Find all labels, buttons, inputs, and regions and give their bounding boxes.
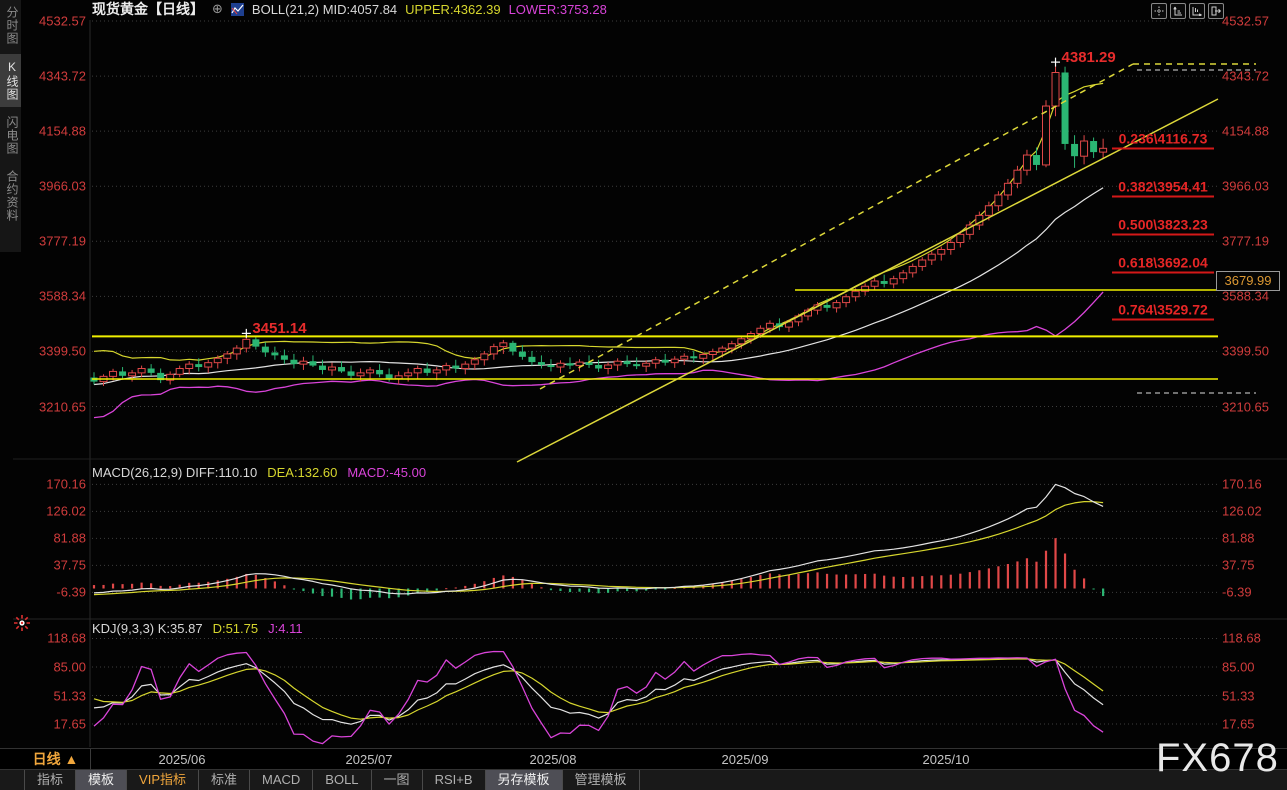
price-axis-label: 3777.19: [1222, 233, 1269, 249]
x-axis-scale-icon[interactable]: [1189, 3, 1205, 19]
month-label: 2025/10: [922, 752, 970, 767]
boll-indicator-icon[interactable]: [230, 2, 244, 16]
month-label: 2025/08: [529, 752, 577, 767]
toolbar-item[interactable]: 标准: [199, 770, 251, 790]
candlestick-layer: [90, 65, 1108, 419]
kdj-axis-label: 118.68: [1222, 630, 1261, 646]
toolbar-item[interactable]: BOLL: [313, 770, 372, 790]
month-label: 2025/09: [721, 752, 769, 767]
sidebar-tab-lightning[interactable]: 闪电图: [5, 116, 19, 155]
fib-level-label: 0.764\3529.72: [1112, 302, 1214, 321]
chart-toolbar-icons: [1151, 3, 1224, 19]
price-axis-label: 3399.50: [1222, 343, 1269, 359]
drawing-overlay-layer: [92, 57, 1256, 463]
macd-axis-label: 170.16: [1222, 476, 1262, 492]
toolbar-item[interactable]: 另存模板: [485, 770, 563, 790]
price-marker-box: 3679.99: [1216, 271, 1280, 291]
kdj-j-value: J:4.11: [268, 621, 303, 636]
date-axis: 日线 ▲ 2025/06 2025/07 2025/08 2025/09 2025/10: [0, 748, 1287, 770]
macd-axis-label: 81.88: [1222, 530, 1255, 546]
boll-upper-value: UPPER:4362.39: [405, 1, 501, 17]
watermark: FX678: [1156, 736, 1279, 780]
fib-level-label: 0.618\3692.04: [1112, 255, 1214, 274]
fib-level-label: 0.382\3954.41: [1112, 178, 1214, 198]
price-axis-label: 4343.72: [1222, 68, 1269, 84]
price-axis-label: 4154.88: [1222, 123, 1269, 139]
y-axis-scale-icon[interactable]: [1170, 3, 1186, 19]
add-compare-icon[interactable]: ⊕: [212, 1, 223, 16]
boll-lower-value: LOWER:3753.28: [508, 1, 607, 17]
price-axis-label: 4532.57: [1222, 13, 1269, 29]
month-label: 2025/06: [158, 752, 206, 767]
sidebar: 分时图 K线图 闪电图 合约资料: [0, 0, 21, 252]
macd-axis-label: 126.02: [1222, 503, 1262, 519]
kdj-axis-label: 17.65: [53, 716, 86, 732]
alert-starburst-icon[interactable]: [13, 614, 31, 637]
price-axis-label: 4343.72: [39, 68, 86, 84]
price-axis-label: 3399.50: [39, 343, 86, 359]
price-axis-label: 3210.65: [39, 399, 86, 414]
gridline-layer: [13, 20, 1287, 747]
exit-chart-icon[interactable]: [1208, 3, 1224, 19]
kdj-d-value: D:51.75: [212, 621, 259, 636]
chart-header: 现货黄金【日线】 ⊕ BOLL(21,2) MID:4057.84 UPPER:…: [92, 1, 607, 17]
kdj-layer: [93, 650, 1104, 745]
toolbar-item[interactable]: MACD: [250, 770, 314, 790]
macd-axis-label: 170.16: [46, 476, 86, 492]
price-axis-label: 3966.03: [1222, 178, 1269, 194]
kdj-panel-header: KDJ(9,3,3) K:35.87 D:51.75 J:4.11: [92, 621, 303, 636]
macd-panel-header: MACD(26,12,9) DIFF:110.10 DEA:132.60 MAC…: [92, 465, 426, 480]
macd-layer: [92, 483, 1105, 600]
toolbar-item[interactable]: 管理模板: [563, 770, 640, 790]
price-annotation: 4381.29: [1061, 49, 1116, 67]
toolbar-item[interactable]: 模板: [76, 770, 128, 790]
kdj-axis-label: 85.00: [1222, 659, 1255, 675]
macd-dea-value: DEA:132.60: [267, 465, 338, 480]
toolbar-item[interactable]: VIP指标: [127, 770, 199, 790]
price-axis-label: 3588.34: [39, 288, 86, 304]
bottom-toolbar: 指标 模板 VIP指标 标准 MACD BOLL 一图 RSI+B 另存模板 管理模板: [0, 770, 1287, 790]
macd-hist-value: MACD:-45.00: [347, 465, 427, 480]
period-selector[interactable]: 日线 ▲: [21, 749, 91, 770]
kdj-axis-label: 51.33: [53, 688, 86, 703]
toolbar-item[interactable]: 一图: [372, 770, 423, 790]
macd-axis-label: 81.88: [53, 530, 86, 546]
macd-axis-label: 37.75: [53, 557, 86, 573]
macd-axis-label: -6.39: [56, 584, 86, 600]
kdj-axis-label: 51.33: [1222, 688, 1255, 703]
sidebar-tab-kline[interactable]: K线图: [0, 54, 21, 107]
kdj-k-value: KDJ(9,3,3) K:35.87: [92, 621, 203, 636]
fib-level-label: 0.236\4116.73: [1112, 131, 1214, 150]
chevron-up-icon: ▲: [64, 751, 79, 767]
price-axis-label: 3777.19: [39, 233, 86, 249]
symbol-title: 现货黄金【日线】: [92, 1, 204, 17]
kdj-axis-label: 118.68: [47, 630, 86, 646]
price-annotation: 3451.14: [252, 320, 307, 338]
crosshair-icon[interactable]: [1151, 3, 1167, 19]
toolbar-item[interactable]: 指标: [24, 770, 77, 790]
kdj-axis-label: 85.00: [53, 659, 86, 675]
month-label: 2025/07: [345, 752, 393, 767]
toolbar-item[interactable]: RSI+B: [423, 770, 486, 790]
price-axis-label: 3966.03: [39, 178, 86, 194]
price-axis-label: 4532.57: [39, 13, 86, 29]
sidebar-tab-contract-info[interactable]: 合约资料: [5, 170, 19, 222]
macd-axis-label: 37.75: [1222, 557, 1255, 573]
macd-diff-value: MACD(26,12,9) DIFF:110.10: [92, 465, 258, 480]
macd-axis-label: -6.39: [1222, 584, 1252, 600]
price-axis-label: 3210.65: [1222, 399, 1269, 414]
period-label: 日线: [32, 751, 61, 767]
macd-axis-label: 126.02: [46, 503, 86, 519]
boll-mid-value: BOLL(21,2) MID:4057.84: [251, 1, 398, 17]
price-axis-label: 3588.34: [1222, 288, 1269, 304]
sidebar-tab-timeshare[interactable]: 分时图: [5, 6, 19, 45]
kdj-axis-label: 17.65: [1222, 716, 1255, 732]
fib-level-label: 0.500\3823.23: [1112, 216, 1214, 236]
price-axis-label: 4154.88: [39, 123, 86, 139]
